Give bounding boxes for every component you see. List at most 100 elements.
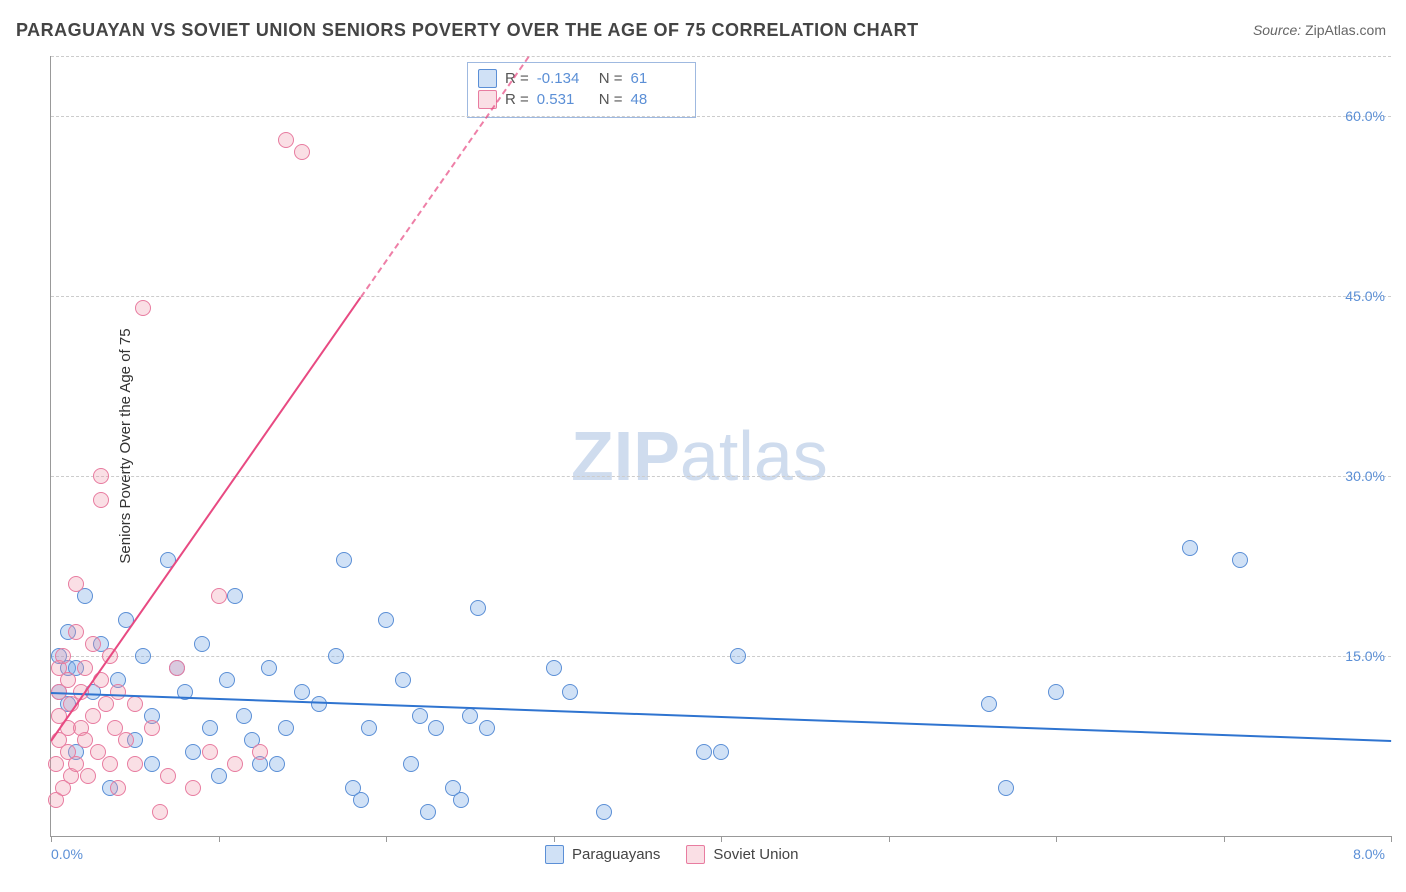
point-paraguayans: [479, 720, 495, 736]
point-soviet: [68, 624, 84, 640]
point-paraguayans: [453, 792, 469, 808]
point-paraguayans: [361, 720, 377, 736]
x-tick: [1056, 836, 1057, 842]
point-paraguayans: [1182, 540, 1198, 556]
plot-area: ZIPatlas R = -0.134 N = 61 R = 0.531 N =…: [50, 56, 1391, 837]
point-paraguayans: [1048, 684, 1064, 700]
point-soviet: [202, 744, 218, 760]
point-paraguayans: [428, 720, 444, 736]
point-soviet: [98, 696, 114, 712]
gridline: [51, 476, 1391, 477]
point-soviet: [118, 732, 134, 748]
legend-swatch-blue-icon: [545, 845, 564, 864]
regression-line: [50, 296, 362, 741]
point-soviet: [93, 468, 109, 484]
x-tick: [1224, 836, 1225, 842]
point-paraguayans: [412, 708, 428, 724]
x-tick: [386, 836, 387, 842]
point-soviet: [127, 756, 143, 772]
point-soviet: [80, 768, 96, 784]
point-paraguayans: [261, 660, 277, 676]
point-paraguayans: [546, 660, 562, 676]
point-soviet: [169, 660, 185, 676]
point-soviet: [227, 756, 243, 772]
point-soviet: [60, 672, 76, 688]
watermark-rest: atlas: [680, 417, 828, 495]
correlation-row-pink: R = 0.531 N = 48: [478, 90, 685, 109]
point-paraguayans: [1232, 552, 1248, 568]
point-paraguayans: [395, 672, 411, 688]
point-paraguayans: [194, 636, 210, 652]
correlation-legend: R = -0.134 N = 61 R = 0.531 N = 48: [467, 62, 696, 118]
point-soviet: [185, 780, 201, 796]
point-soviet: [110, 684, 126, 700]
legend-label-blue: Paraguayans: [572, 846, 660, 863]
point-soviet: [152, 804, 168, 820]
source-label: Source:: [1253, 22, 1301, 38]
point-paraguayans: [202, 720, 218, 736]
point-paraguayans: [144, 756, 160, 772]
point-soviet: [278, 132, 294, 148]
corr-r-label-2: R =: [505, 91, 529, 108]
point-soviet: [85, 636, 101, 652]
point-paraguayans: [713, 744, 729, 760]
corr-r-blue: -0.134: [537, 70, 591, 87]
series-legend: Paraguayans Soviet Union: [545, 845, 798, 864]
point-paraguayans: [696, 744, 712, 760]
y-tick-label: 30.0%: [1345, 468, 1385, 484]
x-tick: [554, 836, 555, 842]
corr-n-label-2: N =: [599, 91, 623, 108]
swatch-blue-icon: [478, 69, 497, 88]
point-paraguayans: [470, 600, 486, 616]
point-paraguayans: [981, 696, 997, 712]
point-paraguayans: [403, 756, 419, 772]
corr-n-blue: 61: [631, 70, 685, 87]
point-soviet: [77, 660, 93, 676]
point-soviet: [110, 780, 126, 796]
point-soviet: [294, 144, 310, 160]
point-soviet: [93, 492, 109, 508]
point-paraguayans: [135, 648, 151, 664]
chart-title: PARAGUAYAN VS SOVIET UNION SENIORS POVER…: [16, 20, 919, 41]
point-paraguayans: [294, 684, 310, 700]
point-soviet: [77, 732, 93, 748]
y-tick-label: 60.0%: [1345, 108, 1385, 124]
point-paraguayans: [596, 804, 612, 820]
point-soviet: [55, 648, 71, 664]
x-tick: [51, 836, 52, 842]
point-paraguayans: [562, 684, 578, 700]
point-soviet: [144, 720, 160, 736]
corr-n-label: N =: [599, 70, 623, 87]
point-paraguayans: [236, 708, 252, 724]
gridline: [51, 296, 1391, 297]
x-axis-min-label: 0.0%: [51, 846, 83, 862]
corr-n-pink: 48: [631, 91, 685, 108]
source-credit: Source: ZipAtlas.com: [1253, 22, 1386, 38]
x-tick: [1391, 836, 1392, 842]
gridline: [51, 656, 1391, 657]
point-paraguayans: [730, 648, 746, 664]
point-paraguayans: [336, 552, 352, 568]
point-paraguayans: [998, 780, 1014, 796]
watermark-bold: ZIP: [571, 417, 680, 495]
gridline: [51, 116, 1391, 117]
point-soviet: [135, 300, 151, 316]
legend-item-paraguayans: Paraguayans: [545, 845, 660, 864]
point-soviet: [252, 744, 268, 760]
point-paraguayans: [269, 756, 285, 772]
watermark: ZIPatlas: [571, 416, 828, 496]
x-tick: [889, 836, 890, 842]
point-paraguayans: [278, 720, 294, 736]
y-tick-label: 45.0%: [1345, 288, 1385, 304]
x-tick: [721, 836, 722, 842]
point-paraguayans: [227, 588, 243, 604]
point-soviet: [127, 696, 143, 712]
x-tick: [219, 836, 220, 842]
point-soviet: [211, 588, 227, 604]
point-paraguayans: [378, 612, 394, 628]
point-paraguayans: [219, 672, 235, 688]
point-soviet: [48, 756, 64, 772]
point-paraguayans: [462, 708, 478, 724]
point-soviet: [85, 708, 101, 724]
point-soviet: [102, 756, 118, 772]
